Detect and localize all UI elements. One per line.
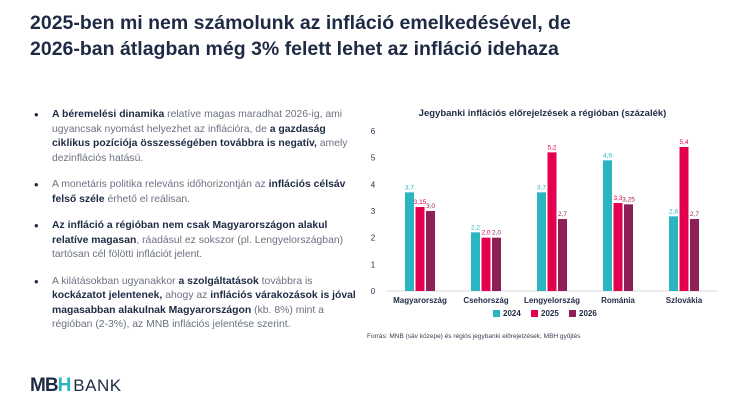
bullet-item: Az infláció a régióban nem csak Magyaror… xyxy=(32,219,362,263)
bullet-text: (kb. 8%) mint a régióban (2-3%), az MNB … xyxy=(52,304,324,331)
category-label: Szlovákia xyxy=(666,296,703,305)
data-label: 3,7 xyxy=(405,184,414,191)
data-label: 3,3 xyxy=(613,195,622,202)
data-label: 2,0 xyxy=(481,230,490,237)
data-label: 2,8 xyxy=(669,208,678,215)
data-label: 3,15 xyxy=(414,199,427,206)
title-line-1: 2025-ben mi nem számolunk az infláció em… xyxy=(30,12,571,34)
bullet-text: A monetáris politika releváns időhorizon… xyxy=(52,179,269,190)
data-label: 2,7 xyxy=(690,211,699,218)
data-label: 2,0 xyxy=(492,230,501,237)
bullet-bold-text: inflációs célsáv felső széle xyxy=(52,179,346,205)
title-line-2: 2026-ban átlagban még 3% felett lehet az… xyxy=(30,38,559,60)
category-label: Csehország xyxy=(463,296,508,305)
bar-2025 xyxy=(481,237,491,291)
legend-label: 2026 xyxy=(579,309,597,318)
bar-2024 xyxy=(537,192,546,291)
data-label: 3,25 xyxy=(622,196,635,203)
y-tick-label: 3 xyxy=(371,207,376,216)
y-tick-label: 6 xyxy=(371,127,376,136)
bar-2024 xyxy=(405,192,414,291)
data-label: 5,4 xyxy=(679,139,688,146)
bar-2025 xyxy=(613,203,623,291)
bullet-item: A kilátásokban ugyanakkor a szolgáltatás… xyxy=(32,275,362,333)
logo-mark: MBH xyxy=(30,375,71,396)
bullet-item: A béremelési dinamika relatíve magas mar… xyxy=(32,108,362,166)
bar-2024 xyxy=(471,232,480,291)
bar-2026 xyxy=(492,237,501,291)
page-title: 2025-ben mi nem számolunk az infláció em… xyxy=(30,10,690,62)
bullet-bold-text: a szolgáltatások xyxy=(178,275,259,287)
bullet-bold-text: a gazdaság ciklikus pozíciója összességé… xyxy=(52,123,326,150)
bullet-item: A monetáris politika releváns időhorizon… xyxy=(32,178,362,207)
data-label: 2,2 xyxy=(471,224,480,231)
y-tick-label: 5 xyxy=(371,154,376,163)
y-tick-label: 0 xyxy=(371,287,376,296)
data-label: 3,0 xyxy=(426,203,435,210)
bar-2025 xyxy=(415,207,425,291)
legend-swatch-2024 xyxy=(493,310,500,317)
bar-2026 xyxy=(426,211,435,291)
logo-word: BANK xyxy=(73,376,122,395)
y-tick-label: 2 xyxy=(371,234,376,243)
bar-2024 xyxy=(603,160,612,291)
y-tick-label: 1 xyxy=(371,260,376,269)
legend-swatch-2026 xyxy=(569,310,576,317)
category-label: Lengyelország xyxy=(524,296,580,305)
source-note: Forrás: MNB (sáv közepe) és régiós jegyb… xyxy=(367,333,581,340)
bar-2026 xyxy=(558,219,567,291)
data-label: 3,7 xyxy=(537,184,546,191)
data-label: 2,7 xyxy=(558,211,567,218)
bar-2026 xyxy=(624,204,633,291)
bullet-text: A kilátásokban ugyanakkor xyxy=(52,275,179,287)
bullet-bold-text: inflációs várakozások is jóval magasabba… xyxy=(52,290,356,316)
bullet-list: A béremelési dinamika relatíve magas mar… xyxy=(32,108,362,345)
data-label: 4,9 xyxy=(603,152,612,159)
bullet-bold-text: A béremelési dinamika xyxy=(52,109,165,120)
bullet-bold-text: Az infláció a régióban nem csak Magyaror… xyxy=(52,220,328,246)
bullet-text: ahogy az xyxy=(162,290,211,301)
category-label: Magyarország xyxy=(393,296,447,305)
bullet-text: relatíve magas maradhat 2026-ig, ami ugy… xyxy=(52,109,343,135)
bar-2024 xyxy=(669,216,678,291)
chart-container: Jegybanki inflációs előrejelzések a régi… xyxy=(365,100,720,340)
category-label: Románia xyxy=(601,296,635,305)
bar-2025 xyxy=(547,152,557,291)
bullet-text: , ráadásul ez sokszor (pl. Lengyelország… xyxy=(52,234,344,261)
bullet-text: amely dezinflációs hatású. xyxy=(52,138,348,164)
legend-label: 2024 xyxy=(503,309,521,318)
bullet-bold-text: kockázatot jelentenek, xyxy=(52,290,163,301)
data-label: 5,2 xyxy=(547,144,556,151)
chart-title: Jegybanki inflációs előrejelzések a régi… xyxy=(418,108,667,119)
bullet-text: továbbra is xyxy=(258,275,313,287)
bar-2026 xyxy=(690,219,699,291)
mbh-bank-logo: MBH BANK xyxy=(30,375,122,397)
legend-label: 2025 xyxy=(541,309,559,318)
legend-swatch-2025 xyxy=(531,310,538,317)
y-tick-label: 4 xyxy=(371,180,376,189)
bar-2025 xyxy=(679,147,689,291)
bullet-text: érhető el reálisan. xyxy=(104,193,191,205)
